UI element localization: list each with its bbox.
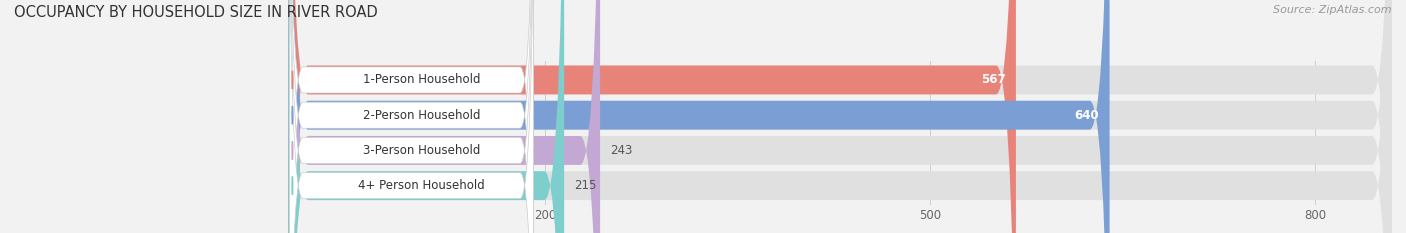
FancyBboxPatch shape [288,0,1392,233]
Text: 4+ Person Household: 4+ Person Household [359,179,485,192]
Text: 3-Person Household: 3-Person Household [363,144,481,157]
FancyBboxPatch shape [288,0,1109,233]
Text: OCCUPANCY BY HOUSEHOLD SIZE IN RIVER ROAD: OCCUPANCY BY HOUSEHOLD SIZE IN RIVER ROA… [14,5,378,20]
Text: 2-Person Household: 2-Person Household [363,109,481,122]
Text: 567: 567 [981,73,1005,86]
Text: 640: 640 [1074,109,1099,122]
FancyBboxPatch shape [290,0,533,233]
Text: 1-Person Household: 1-Person Household [363,73,481,86]
Text: 215: 215 [575,179,596,192]
FancyBboxPatch shape [288,0,1017,233]
FancyBboxPatch shape [288,0,564,233]
FancyBboxPatch shape [290,0,533,233]
FancyBboxPatch shape [290,0,533,233]
FancyBboxPatch shape [288,0,1392,233]
Text: Source: ZipAtlas.com: Source: ZipAtlas.com [1274,5,1392,15]
FancyBboxPatch shape [288,0,600,233]
Text: 243: 243 [610,144,633,157]
FancyBboxPatch shape [288,0,1392,233]
FancyBboxPatch shape [290,0,533,233]
FancyBboxPatch shape [288,0,1392,233]
